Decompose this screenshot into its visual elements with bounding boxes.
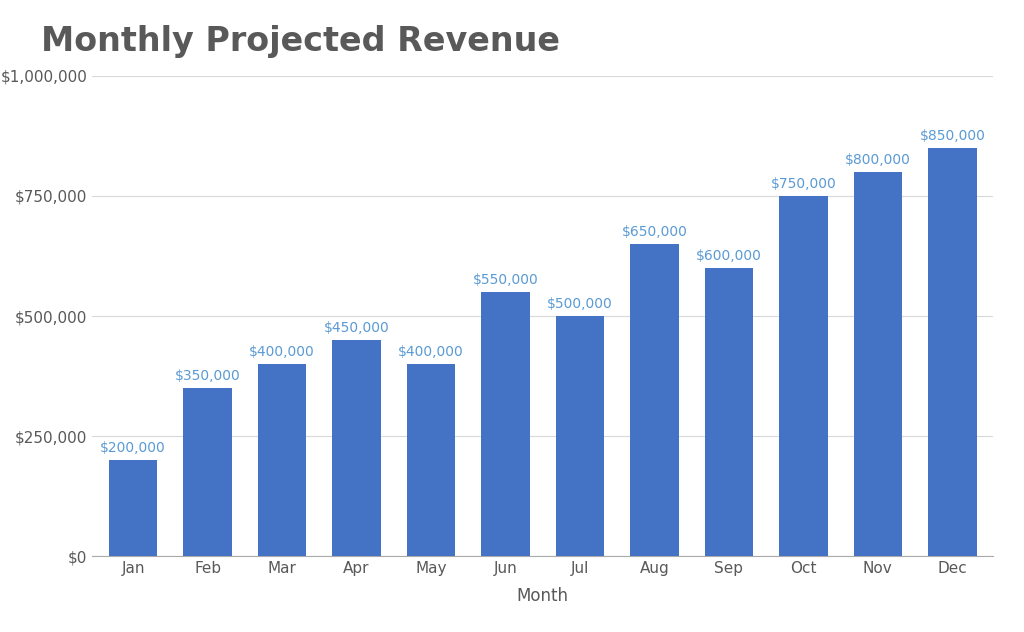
Text: $350,000: $350,000 bbox=[175, 369, 241, 383]
Bar bbox=[630, 244, 679, 556]
Bar bbox=[556, 316, 604, 556]
Bar bbox=[779, 196, 827, 556]
Text: $750,000: $750,000 bbox=[770, 177, 837, 191]
Bar bbox=[258, 364, 306, 556]
Bar bbox=[333, 340, 381, 556]
Text: $800,000: $800,000 bbox=[845, 153, 910, 167]
Text: $500,000: $500,000 bbox=[547, 297, 612, 311]
Text: $450,000: $450,000 bbox=[324, 321, 389, 335]
Bar bbox=[705, 268, 753, 556]
Text: $600,000: $600,000 bbox=[696, 249, 762, 263]
Text: $200,000: $200,000 bbox=[100, 441, 166, 455]
Bar bbox=[109, 460, 158, 556]
Text: $400,000: $400,000 bbox=[249, 345, 315, 359]
Text: $550,000: $550,000 bbox=[473, 273, 539, 287]
Text: $850,000: $850,000 bbox=[920, 129, 985, 143]
Bar bbox=[854, 172, 902, 556]
Bar bbox=[183, 388, 231, 556]
Bar bbox=[481, 292, 529, 556]
Text: Monthly Projected Revenue: Monthly Projected Revenue bbox=[41, 25, 560, 58]
X-axis label: Month: Month bbox=[517, 587, 568, 605]
Text: $650,000: $650,000 bbox=[622, 225, 687, 239]
Bar bbox=[928, 148, 977, 556]
Bar bbox=[407, 364, 456, 556]
Text: $400,000: $400,000 bbox=[398, 345, 464, 359]
